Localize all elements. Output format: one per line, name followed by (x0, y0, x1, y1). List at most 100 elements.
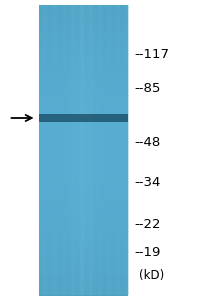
Bar (39, 115, 128, 117)
Bar (39, 50, 128, 51)
Bar (83, 5, 85, 295)
Bar (39, 96, 128, 97)
Bar (39, 260, 128, 262)
Bar (39, 281, 128, 283)
Bar (69, 5, 70, 295)
Bar (39, 175, 128, 177)
Bar (54, 5, 56, 295)
Bar (39, 154, 128, 155)
Bar (39, 80, 128, 81)
Bar (72, 5, 74, 295)
Bar (39, 7, 128, 8)
Bar (39, 136, 128, 138)
Bar (111, 5, 113, 295)
Bar (39, 156, 128, 157)
Bar (39, 224, 128, 225)
Bar (88, 5, 90, 295)
Bar (39, 90, 128, 92)
Bar (39, 221, 128, 223)
Bar (87, 5, 88, 295)
Bar (39, 267, 128, 268)
Bar (79, 5, 81, 295)
Bar (39, 42, 128, 43)
Bar (39, 24, 128, 26)
Bar (39, 134, 128, 135)
Bar (74, 5, 76, 295)
Bar (39, 140, 128, 142)
Bar (107, 5, 109, 295)
Bar (103, 5, 104, 295)
Bar (39, 259, 128, 261)
Bar (120, 5, 122, 295)
Bar (41, 5, 42, 295)
Bar (95, 5, 96, 295)
Bar (39, 226, 128, 228)
Bar (39, 134, 128, 136)
Bar (39, 45, 128, 46)
Bar (39, 100, 128, 101)
Bar (42, 5, 43, 295)
Bar (39, 34, 128, 35)
Bar (39, 245, 128, 246)
Bar (39, 23, 128, 25)
Bar (122, 5, 123, 295)
Bar (39, 200, 128, 202)
Bar (39, 117, 128, 118)
Bar (39, 202, 128, 204)
Bar (39, 38, 128, 39)
Bar (39, 192, 128, 193)
Bar (39, 126, 128, 127)
Text: --19: --19 (135, 247, 161, 260)
Bar (85, 5, 86, 295)
Bar (39, 107, 128, 109)
Bar (39, 151, 128, 152)
Bar (39, 83, 128, 85)
Bar (92, 5, 94, 295)
Bar (39, 176, 128, 178)
Bar (39, 123, 128, 124)
Bar (81, 5, 83, 295)
Bar (39, 50, 128, 52)
Bar (67, 5, 68, 295)
Bar (39, 148, 128, 149)
Bar (39, 85, 128, 87)
Bar (39, 171, 128, 173)
Bar (39, 228, 128, 230)
Bar (39, 130, 128, 131)
Bar (39, 47, 128, 49)
Bar (39, 133, 128, 134)
Bar (118, 5, 120, 295)
Bar (39, 140, 128, 141)
Bar (78, 5, 79, 295)
Bar (39, 60, 128, 61)
Bar (39, 187, 128, 188)
Bar (39, 41, 128, 42)
Bar (39, 74, 128, 75)
Bar (39, 282, 128, 284)
Bar (39, 225, 128, 227)
Bar (39, 152, 128, 153)
Bar (39, 101, 128, 102)
Bar (39, 93, 128, 94)
Bar (39, 5, 40, 295)
Bar (39, 166, 128, 167)
Bar (63, 5, 65, 295)
Bar (100, 5, 102, 295)
Bar (53, 5, 55, 295)
Bar (39, 219, 128, 220)
Bar (39, 103, 128, 104)
Bar (39, 258, 128, 260)
Bar (45, 5, 47, 295)
Bar (39, 239, 128, 240)
Bar (39, 92, 128, 94)
Bar (39, 113, 128, 115)
Bar (39, 159, 128, 160)
Bar (62, 5, 64, 295)
Bar (39, 180, 128, 182)
Bar (39, 105, 128, 106)
Bar (39, 10, 128, 11)
Bar (39, 195, 128, 197)
Bar (71, 5, 73, 295)
Bar (39, 62, 128, 64)
Bar (39, 223, 128, 224)
